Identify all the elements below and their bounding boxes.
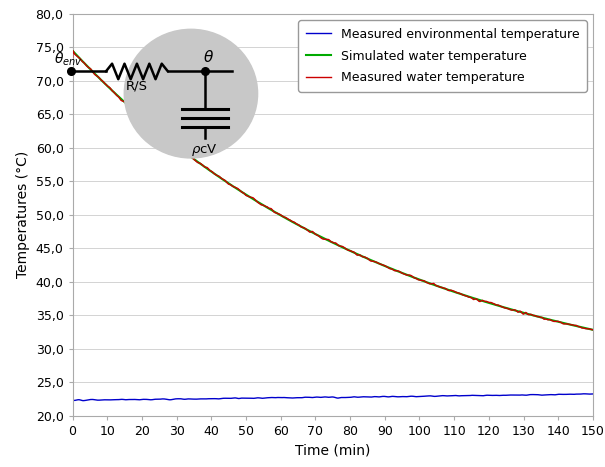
Measured water temperature	[365, 257, 373, 262]
Simulated water temperature	[110, 88, 117, 94]
Simulated water temperature	[589, 327, 597, 333]
Measured water temperature	[310, 230, 318, 236]
Text: $\theta$: $\theta$	[203, 49, 214, 65]
Simulated water temperature	[131, 108, 138, 113]
Simulated water temperature	[69, 48, 76, 54]
Legend: Measured environmental temperature, Simulated water temperature, Measured water : Measured environmental temperature, Simu…	[298, 20, 587, 92]
Measured environmental temperature	[581, 391, 588, 396]
Text: $\theta_{env}$: $\theta_{env}$	[54, 50, 82, 68]
Measured environmental temperature	[69, 398, 76, 403]
Line: Measured water temperature: Measured water temperature	[73, 50, 593, 330]
Measured water temperature	[70, 48, 77, 53]
Measured environmental temperature	[80, 398, 87, 403]
Measured environmental temperature	[365, 394, 373, 400]
Circle shape	[124, 29, 258, 158]
Text: R/S: R/S	[126, 79, 148, 92]
Simulated water temperature	[301, 226, 308, 231]
Simulated water temperature	[290, 219, 297, 225]
Measured water temperature	[110, 89, 117, 94]
Measured environmental temperature	[301, 395, 308, 400]
X-axis label: Time (min): Time (min)	[295, 443, 370, 457]
Measured water temperature	[301, 225, 308, 231]
Simulated water temperature	[310, 230, 317, 236]
Measured water temperature	[69, 55, 76, 60]
Measured water temperature	[131, 108, 138, 114]
Simulated water temperature	[365, 256, 372, 262]
Line: Simulated water temperature: Simulated water temperature	[73, 51, 593, 330]
Line: Measured environmental temperature: Measured environmental temperature	[73, 394, 593, 401]
Measured environmental temperature	[310, 395, 318, 400]
Text: $\rho$cV: $\rho$cV	[191, 142, 218, 158]
Measured water temperature	[290, 219, 297, 225]
Measured environmental temperature	[131, 396, 138, 402]
Y-axis label: Temperatures (°C): Temperatures (°C)	[16, 151, 30, 278]
Measured environmental temperature	[589, 391, 597, 397]
Measured water temperature	[589, 327, 597, 333]
Measured environmental temperature	[290, 395, 297, 401]
Measured environmental temperature	[110, 397, 117, 403]
